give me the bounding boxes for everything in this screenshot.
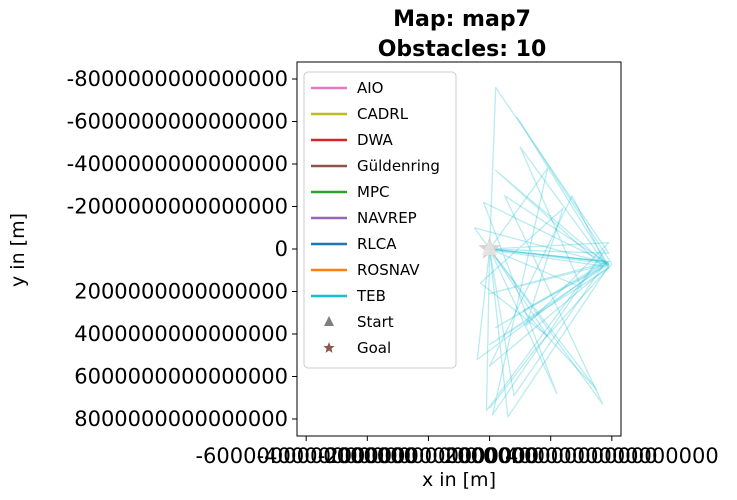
x-tick-label-5: 4000000000000000 [505,444,719,468]
y-axis-ticks: -8000000000000000 -6000000000000000 -40000… [67,67,297,431]
legend-label-rlca: RLCA [357,235,397,253]
legend-label-navrep: NAVREP [357,209,417,227]
series-line-teb-8 [488,248,610,390]
y-tick-label-2: -4000000000000000 [67,152,288,176]
series-line-teb-3 [482,146,610,395]
legend-swatch-goal [323,342,335,353]
y-tick-label-4: 0 [275,237,288,261]
legend-box [303,71,457,369]
legend-label-cadrl: CADRL [357,105,409,123]
legend-label-dwa: DWA [357,131,394,149]
x-tick-label-0: -6000000000000000 [195,444,416,468]
y-tick-label-5: 2000000000000000 [74,280,288,304]
y-tick-label-6: 4000000000000000 [74,322,288,346]
y-axis-label: y in [m] [7,213,29,287]
legend: AIO CADRL DWA Güldenring MPC NAVREP RLCA ROSNAV… [303,71,457,369]
x-tick-label-2: -2000000000000000 [318,444,539,468]
series-line-teb-4 [479,207,610,337]
series-line-teb-5 [483,116,613,409]
legend-label-start: Start [357,313,394,331]
series-line-teb-2 [473,195,610,405]
start-marker [481,240,498,255]
legend-label-mpc: MPC [357,183,389,201]
legend-swatch-start [324,316,334,326]
chart-title-line1: Map: map7 [393,7,531,32]
x-axis-label: x in [m] [422,469,496,491]
y-tick-label-0: -8000000000000000 [67,67,288,91]
y-tick-label-1: -6000000000000000 [67,110,288,134]
legend-label-rosnav: ROSNAV [357,261,420,279]
series-line-teb-7 [488,248,610,397]
y-tick-label-8: 8000000000000000 [74,407,288,431]
legend-label-goal: Goal [357,339,391,357]
x-tick-label-4: 2000000000000000 [444,444,658,468]
y-tick-label-3: -2000000000000000 [67,195,288,219]
series-line-teb-1 [485,86,610,416]
x-tick-label-1: -4000000000000000 [257,444,478,468]
legend-label-aio: AIO [357,79,384,97]
x-axis-ticks: -6000000000000000-4000000000000000-20000… [195,436,719,468]
legend-label-teb: TEB [356,287,386,305]
series-line-teb-6 [476,195,610,418]
y-tick-label-7: 6000000000000000 [74,365,288,389]
chart-title-line2: Obstacles: 10 [378,37,547,62]
legend-label-g-ldenring: Güldenring [357,157,440,175]
x-tick-label-3: 0 [483,444,496,468]
